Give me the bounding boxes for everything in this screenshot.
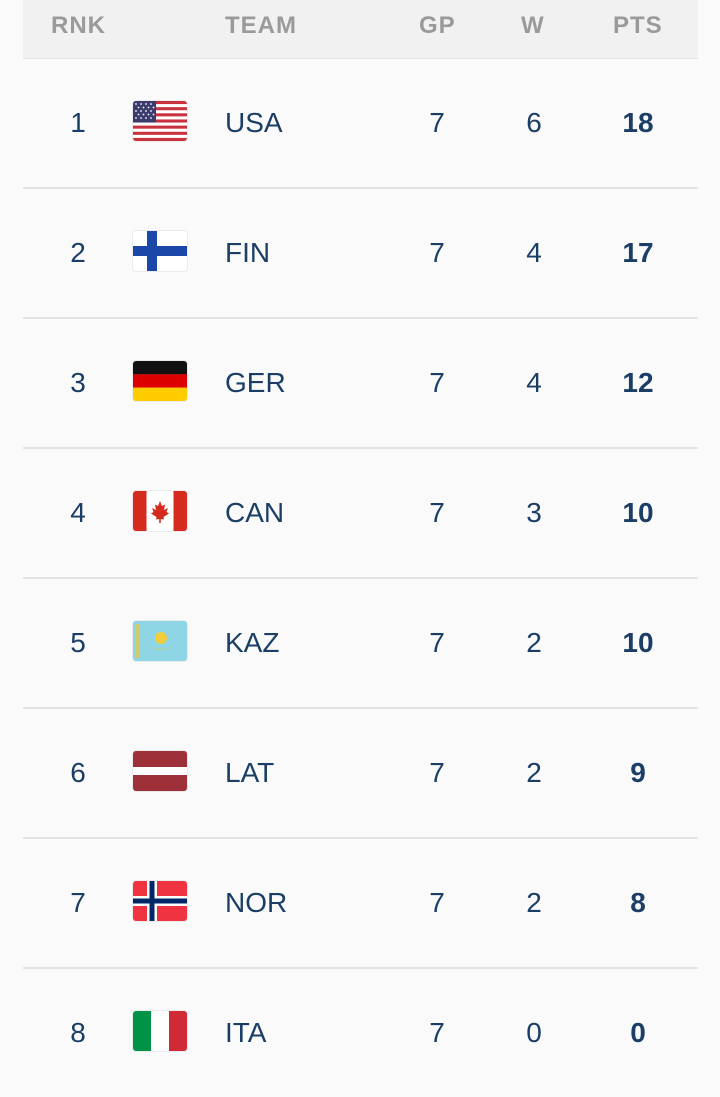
table-row[interactable]: 2 FIN 7 4 17 [23, 189, 698, 319]
wins: 0 [526, 1017, 542, 1048]
games-played: 7 [429, 497, 445, 528]
team-name[interactable]: GER [225, 367, 286, 398]
latvia-flag-icon [133, 751, 193, 795]
rank-cell: 6 [70, 757, 86, 788]
table-row[interactable]: 7 NOR 7 2 8 [23, 839, 698, 969]
usa-flag-icon [133, 101, 193, 145]
team-name[interactable]: ITA [225, 1017, 267, 1048]
points: 17 [622, 237, 654, 268]
rank-cell: 8 [70, 1017, 86, 1048]
team-name[interactable]: KAZ [225, 627, 280, 658]
team-name[interactable]: USA [225, 107, 283, 138]
canada-flag-icon [133, 491, 193, 535]
points: 0 [630, 1017, 646, 1048]
standings-table: RNK TEAM GP W PTS 1 [23, 0, 698, 1097]
rank-cell: 2 [70, 237, 86, 268]
germany-flag-icon [133, 361, 193, 405]
wins: 2 [526, 757, 542, 788]
header-rank[interactable]: RNK [51, 12, 106, 39]
rank-cell: 7 [70, 887, 86, 918]
team-name[interactable]: CAN [225, 497, 285, 528]
rank-cell: 4 [70, 497, 86, 528]
table-header: RNK TEAM GP W PTS [23, 0, 698, 59]
wins: 4 [526, 237, 542, 268]
points: 9 [630, 757, 646, 788]
rank-cell: 5 [70, 627, 86, 658]
finland-flag-icon [133, 231, 193, 275]
games-played: 7 [429, 237, 445, 268]
header-gp[interactable]: GP [419, 12, 456, 39]
table-row[interactable]: 6 LAT 7 2 9 [23, 709, 698, 839]
italy-flag-icon [133, 1011, 193, 1055]
games-played: 7 [429, 757, 445, 788]
wins: 6 [526, 107, 542, 138]
wins: 3 [526, 497, 542, 528]
wins: 2 [526, 887, 542, 918]
table-row[interactable]: 4 CAN 7 3 10 [23, 449, 698, 579]
team-name[interactable]: LAT [225, 757, 275, 788]
table-row[interactable]: 8 ITA 7 0 0 [23, 969, 698, 1097]
header-pts[interactable]: PTS [613, 12, 663, 39]
norway-flag-icon [133, 881, 193, 925]
points: 12 [622, 367, 654, 398]
kazakhstan-flag-icon [133, 621, 193, 665]
games-played: 7 [429, 107, 445, 138]
table-row[interactable]: 5 KAZ 7 2 10 [23, 579, 698, 709]
team-name[interactable]: NOR [225, 887, 288, 918]
rank-cell: 3 [70, 367, 86, 398]
games-played: 7 [429, 627, 445, 658]
points: 18 [622, 107, 654, 138]
table-row[interactable]: 3 GER 7 4 12 [23, 319, 698, 449]
header-w[interactable]: W [521, 12, 545, 39]
header-team[interactable]: TEAM [225, 12, 297, 39]
rank-cell: 1 [70, 107, 86, 138]
wins: 2 [526, 627, 542, 658]
points: 10 [622, 627, 654, 658]
points: 8 [630, 887, 646, 918]
games-played: 7 [429, 367, 445, 398]
points: 10 [622, 497, 654, 528]
table-row[interactable]: 1 [23, 59, 698, 189]
games-played: 7 [429, 1017, 445, 1048]
wins: 4 [526, 367, 542, 398]
team-name[interactable]: FIN [225, 237, 271, 268]
games-played: 7 [429, 887, 445, 918]
